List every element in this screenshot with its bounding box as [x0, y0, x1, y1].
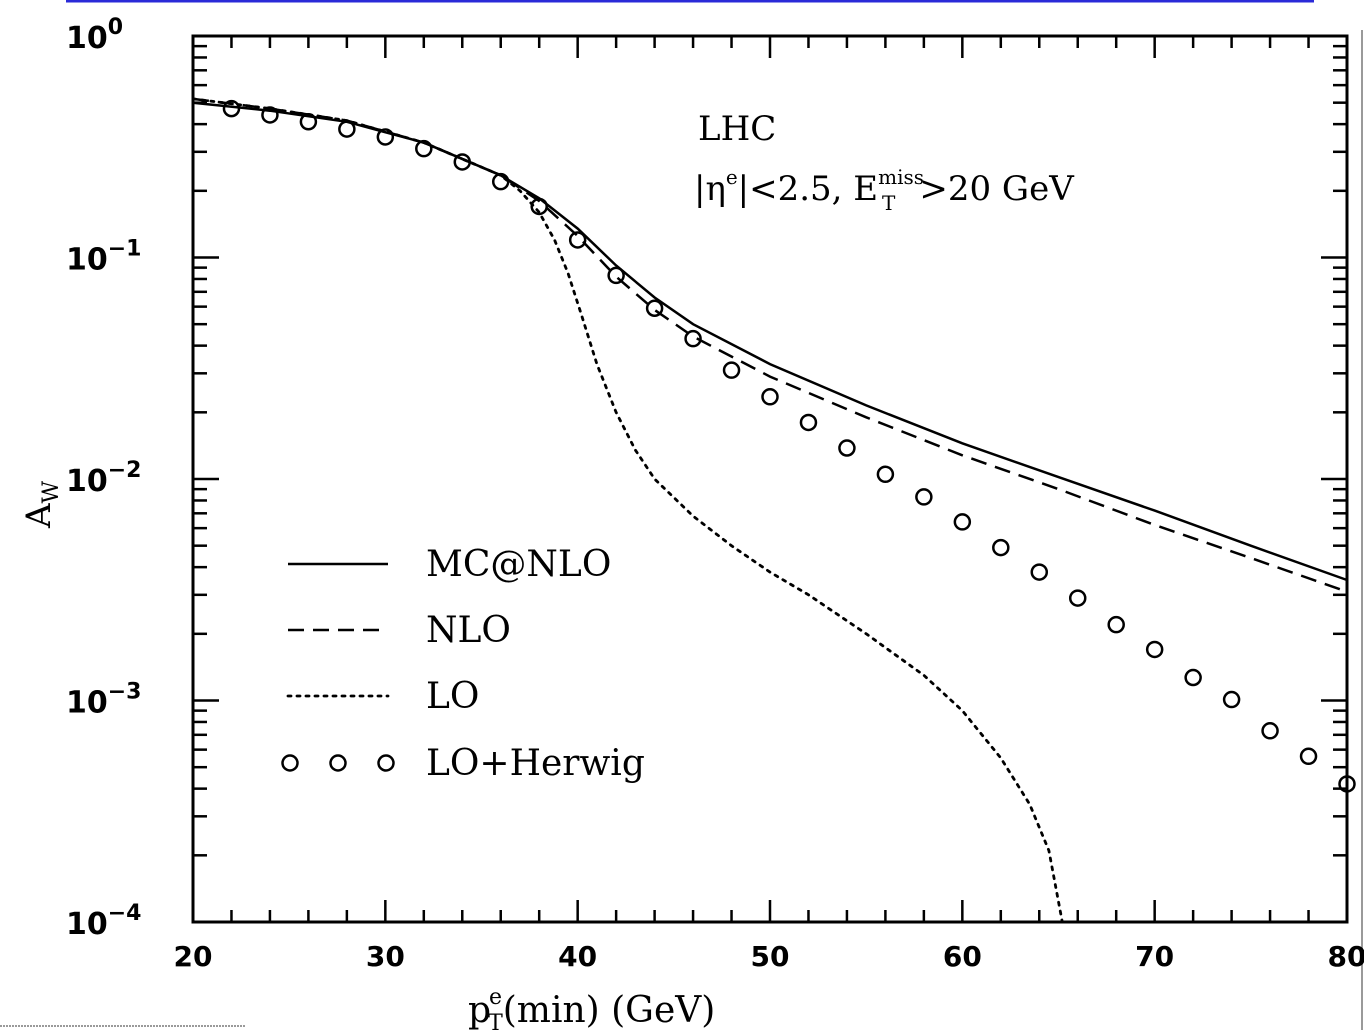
data-point [530, 197, 548, 216]
x-axis-title-sub: T [488, 1011, 503, 1030]
x-axis-title: pe T(min) (GeV) [468, 985, 715, 1030]
x-axis-title-rest: (min) (GeV) [503, 990, 716, 1030]
legend-item-nlo: NLO [288, 610, 511, 651]
data-point [299, 113, 318, 131]
data-point [1261, 722, 1279, 740]
y-axis-title: AW [19, 480, 64, 529]
series-layer [191, 97, 1356, 924]
y-tick-label: 10−3 [66, 680, 142, 721]
data-point [915, 488, 933, 506]
y-tick-label: 10−4 [66, 901, 142, 942]
data-point [222, 99, 241, 118]
x-tick-label: 60 [943, 940, 982, 973]
data-point [1145, 640, 1164, 659]
data-point [1107, 615, 1125, 634]
data-point [761, 388, 779, 406]
data-point [338, 120, 356, 138]
data-point [645, 299, 664, 318]
data-point [876, 465, 895, 484]
legend-item-lo: LO [286, 676, 479, 717]
data-point [261, 106, 279, 124]
data-point [376, 128, 395, 146]
legend-swatch [281, 754, 299, 772]
annotation: LHC |ηe|<2.5, Emiss T >20 GeV [694, 109, 1075, 215]
series-lo-line [191, 97, 1064, 924]
data-point [568, 231, 587, 249]
x-tick-label: 50 [751, 940, 790, 973]
annotation-line1: LHC [698, 109, 776, 149]
data-point [415, 139, 433, 158]
legend-swatch [377, 754, 395, 772]
y-tick-label: 100 [66, 15, 123, 56]
legend-label: MC@NLO [426, 544, 611, 585]
legend-item-lo-herwig: LO+Herwig [281, 743, 645, 784]
x-axis-title-main: p [468, 990, 491, 1030]
x-tick-label: 30 [366, 940, 405, 973]
data-point [1184, 668, 1202, 687]
data-point [1222, 690, 1241, 709]
x-tick-label: 40 [558, 940, 597, 973]
data-point [607, 266, 625, 285]
x-axis-title-sup: e [489, 985, 502, 1010]
axis-ticks [191, 36, 1349, 924]
data-point [838, 439, 856, 457]
legend-label: LO+Herwig [426, 743, 645, 784]
data-point [1030, 563, 1049, 581]
data-point [799, 413, 818, 432]
legend-swatch [329, 754, 347, 772]
data-point [722, 361, 741, 379]
legend-item-mc-nlo: MC@NLO [288, 544, 611, 585]
legend: MC@NLO NLO LO LO+Herwig [281, 544, 645, 784]
x-tick-label: 70 [1135, 940, 1174, 973]
x-tick-label: 80 [1328, 940, 1364, 973]
y-tick-label: 10−1 [66, 237, 142, 278]
annotation-line2: |ηe|<2.5, Emiss T >20 GeV [694, 165, 1075, 215]
data-point [491, 172, 510, 191]
data-point [1068, 589, 1087, 607]
series-lo-herwig [222, 99, 1356, 793]
data-point [453, 153, 472, 171]
y-tick-label: 10−2 [66, 458, 142, 499]
data-point [1338, 775, 1356, 793]
data-point [1299, 747, 1318, 766]
x-tick-label: 20 [174, 940, 213, 973]
data-point [684, 329, 702, 348]
legend-label: NLO [426, 610, 511, 651]
data-point [953, 513, 972, 531]
tick-labels: 20 30 40 50 60 70 80 100 10−1 10−2 10−3 10−4 [66, 15, 1364, 973]
data-point [992, 538, 1010, 557]
legend-label: LO [426, 676, 479, 717]
